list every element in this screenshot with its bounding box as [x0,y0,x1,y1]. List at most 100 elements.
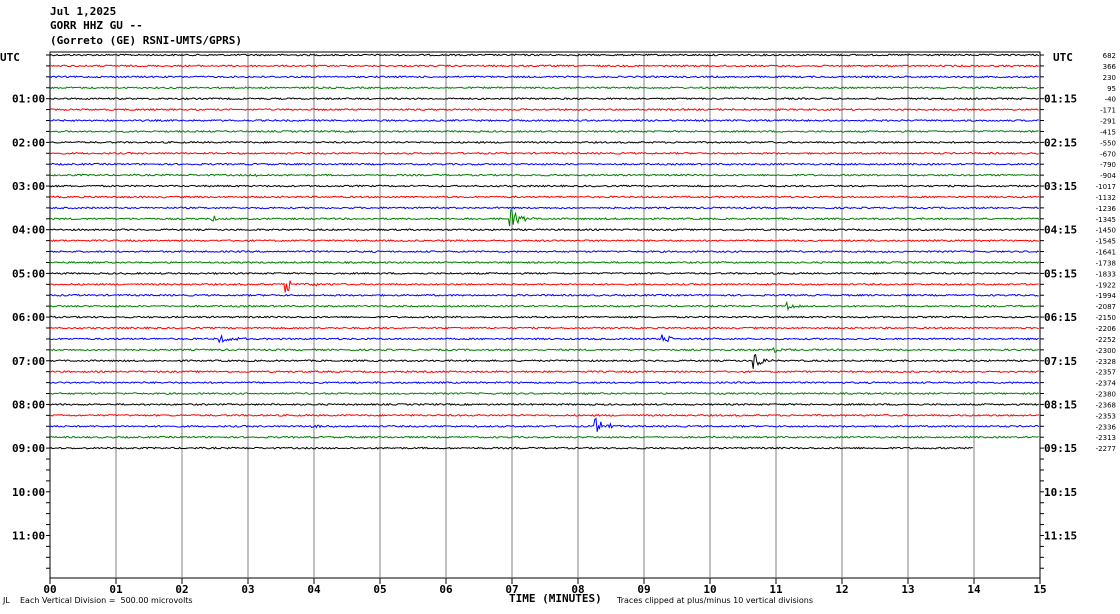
trace-line [49,228,1040,232]
trace-line [49,435,1039,439]
x-tick-label: 12 [835,583,848,596]
trace-offset-label: -2087 [1096,303,1116,311]
scale-note: Each Vertical Division = 500.00 microvol… [20,596,193,605]
trace-offset-label: 366 [1103,63,1117,71]
hour-label-right: 10:15 [1044,486,1077,499]
trace-offset-label: -1345 [1096,216,1116,224]
trace-offset-label: -1450 [1096,227,1116,235]
x-tick-label: 08 [571,583,584,596]
trace-line [49,206,1039,210]
trace-offset-label: -415 [1100,128,1116,136]
trace-line [49,97,1040,101]
trace-offset-label: 682 [1103,52,1116,60]
x-tick-label: 09 [637,583,650,596]
trace-offset-label: -1132 [1096,194,1116,202]
hour-label-left: 06:00 [12,311,45,324]
trace-line [49,75,1039,79]
hour-label-right: 11:15 [1044,529,1077,542]
x-tick-label: 15 [1033,583,1046,596]
x-tick-label: 05 [373,583,386,596]
trace-offset-label: -2336 [1096,423,1117,431]
hour-label-left: 08:00 [12,398,45,411]
trace-line [49,402,1039,406]
trace-line [49,209,1040,227]
trace-offset-label: -1236 [1096,205,1117,213]
trace-offset-label: 95 [1107,85,1116,93]
hour-label-left: 10:00 [12,486,45,499]
trace-offset-label: -2380 [1096,391,1116,399]
trace-line [49,173,1039,178]
trace-line [49,346,1040,353]
trace-line [49,300,1039,312]
plot-frame [49,51,1041,579]
trace-offset-label: -1738 [1096,259,1116,267]
utc-left-label: UTC [0,51,20,64]
trace-line [49,53,1040,57]
x-tick-label: 06 [439,583,453,596]
trace-offset-label: -2368 [1096,401,1116,409]
hour-label-right: 01:15 [1044,93,1077,106]
trace-offset-label: -790 [1100,161,1116,169]
trace-offset-label: -291 [1100,118,1116,126]
hour-label-left: 07:00 [12,355,45,368]
trace-offset-label: -2313 [1096,434,1116,442]
trace-line [49,118,1039,123]
x-tick-label: 11 [769,583,783,596]
trace-offset-label: -1017 [1096,183,1116,191]
x-tick-label: 04 [307,583,321,596]
trace-offset-label: -2277 [1096,445,1116,453]
trace-offset-label: -670 [1100,150,1116,158]
hour-label-left: 05:00 [12,267,45,280]
x-tick-label: 03 [241,583,254,596]
station-label: GORR HHZ GU -- [50,19,143,32]
x-tick-label: 02 [175,583,188,596]
trace-line [49,86,1039,90]
trace-offset-label: -2150 [1096,314,1116,322]
x-tick-label: 07 [505,583,518,596]
trace-line [49,381,1039,385]
hour-label-right: 03:15 [1044,180,1077,193]
hour-label-left: 03:00 [12,180,45,193]
trace-offset-label: -2374 [1096,380,1117,388]
hour-label-left: 04:00 [12,224,45,237]
trace-line [49,129,1039,133]
trace-offset-label: -1833 [1096,270,1116,278]
hour-label-left: 11:00 [12,529,45,542]
trace-offset-label: -2300 [1096,347,1116,355]
trace-offset-label: 230 [1103,74,1116,82]
trace-line [49,162,1040,166]
trace-offset-label: -904 [1100,172,1116,180]
trace-line [49,326,1039,330]
trace-line [49,64,1039,68]
trace-line [49,333,1039,344]
trace-line [49,239,1039,243]
trace-line [49,250,1040,254]
trace-offset-label: -171 [1100,107,1116,115]
trace-line [49,413,1039,417]
network-label: (Gorreto (GE) RSNI-UMTS/GPRS) [50,34,243,47]
trace-offset-label: -1545 [1096,238,1116,246]
x-tick-label: 00 [43,583,56,596]
trace-offset-label: -1922 [1096,281,1116,289]
date-label: Jul 1,2025 [50,5,117,18]
trace-offset-label: -2353 [1096,412,1116,420]
trace-offset-label: -40 [1105,96,1116,104]
x-tick-label: 13 [901,583,914,596]
trace-line [49,140,1039,144]
x-tick-label: 14 [967,583,981,596]
trace-line [49,353,1040,369]
hour-label-right: 04:15 [1044,224,1077,237]
trace-offset-label: -1994 [1096,292,1117,300]
utc-right-label: UTC [1053,51,1073,64]
trace-offset-label: -2357 [1096,369,1116,377]
trace-line [49,184,1039,188]
hour-label-right: 06:15 [1044,311,1077,324]
trace-line [49,315,1039,319]
trace-line [49,280,1039,293]
trace-line [49,108,1039,112]
x-tick-label: 10 [703,583,716,596]
corner-mark: JL [3,596,10,605]
hour-label-right: 08:15 [1044,398,1077,411]
trace-line [49,293,1039,297]
trace-line [49,392,1039,396]
